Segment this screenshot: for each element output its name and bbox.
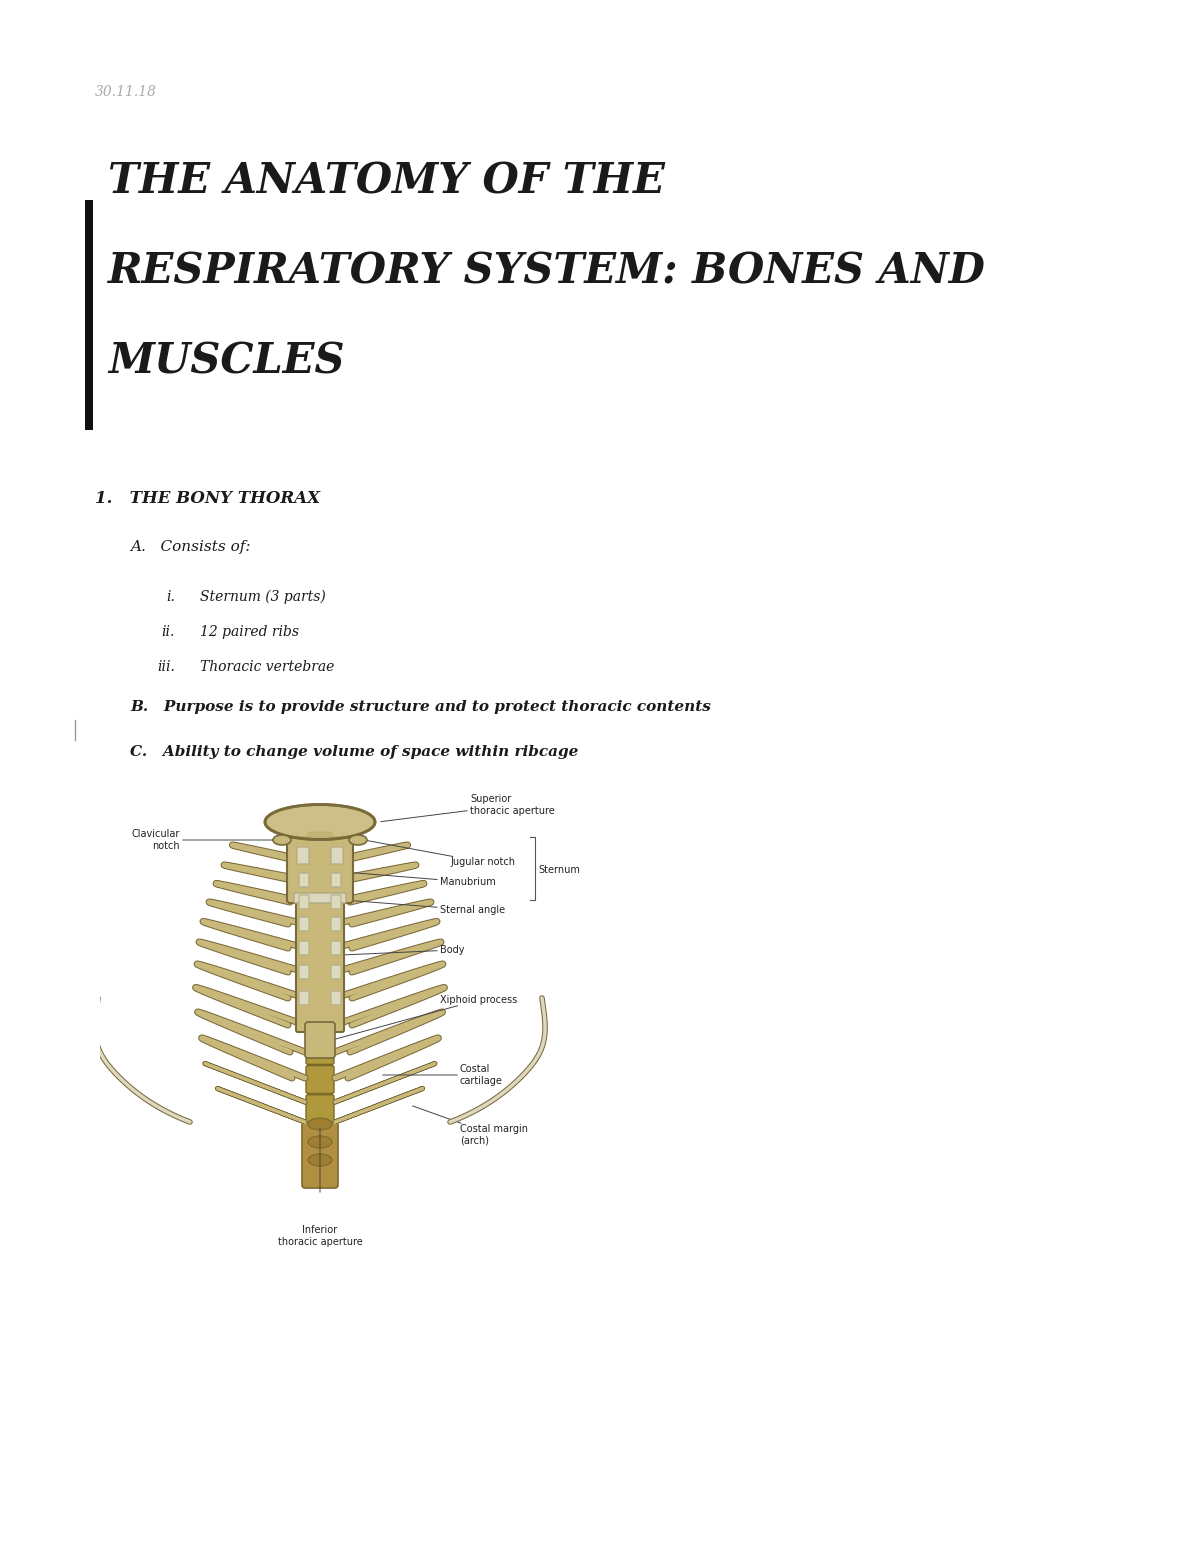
- FancyBboxPatch shape: [331, 873, 341, 887]
- FancyBboxPatch shape: [308, 832, 332, 860]
- Ellipse shape: [274, 836, 292, 845]
- Text: Body: Body: [344, 944, 464, 955]
- FancyBboxPatch shape: [331, 964, 341, 978]
- Ellipse shape: [265, 804, 374, 840]
- FancyBboxPatch shape: [299, 916, 310, 930]
- Text: Sternum (3 parts): Sternum (3 parts): [200, 590, 325, 604]
- FancyBboxPatch shape: [304, 1124, 336, 1152]
- FancyBboxPatch shape: [306, 1008, 334, 1036]
- Text: Clavicular
notch: Clavicular notch: [132, 829, 280, 851]
- Text: i.: i.: [166, 590, 175, 604]
- Bar: [85, 200, 94, 430]
- Text: Jugular notch: Jugular notch: [350, 837, 515, 867]
- FancyBboxPatch shape: [331, 916, 341, 930]
- Text: ii.: ii.: [162, 624, 175, 638]
- Ellipse shape: [349, 836, 367, 845]
- Text: C.   Ability to change volume of space within ribcage: C. Ability to change volume of space wit…: [130, 745, 578, 759]
- Text: Costal
cartilage: Costal cartilage: [383, 1064, 503, 1086]
- FancyBboxPatch shape: [331, 895, 341, 909]
- FancyBboxPatch shape: [331, 991, 341, 1005]
- Text: THE ANATOMY OF THE: THE ANATOMY OF THE: [108, 160, 665, 202]
- FancyBboxPatch shape: [299, 895, 310, 909]
- Text: Thoracic vertebrae: Thoracic vertebrae: [200, 660, 335, 674]
- FancyBboxPatch shape: [294, 893, 346, 902]
- Ellipse shape: [308, 1154, 332, 1166]
- Text: Sternal angle: Sternal angle: [347, 901, 505, 915]
- Text: iii.: iii.: [157, 660, 175, 674]
- FancyBboxPatch shape: [306, 919, 334, 947]
- FancyBboxPatch shape: [298, 846, 310, 863]
- Text: RESPIRATORY SYSTEM: BONES AND: RESPIRATORY SYSTEM: BONES AND: [108, 250, 986, 292]
- FancyBboxPatch shape: [306, 1065, 334, 1093]
- FancyBboxPatch shape: [306, 1095, 334, 1123]
- FancyBboxPatch shape: [302, 1121, 338, 1188]
- FancyBboxPatch shape: [299, 873, 310, 887]
- Text: Sternum: Sternum: [538, 865, 580, 874]
- FancyBboxPatch shape: [331, 941, 341, 955]
- Ellipse shape: [308, 1135, 332, 1148]
- FancyBboxPatch shape: [287, 837, 353, 902]
- Text: 12 paired ribs: 12 paired ribs: [200, 624, 299, 638]
- Text: Xiphoid process: Xiphoid process: [335, 995, 517, 1039]
- FancyBboxPatch shape: [299, 964, 310, 978]
- Ellipse shape: [308, 1118, 332, 1131]
- FancyBboxPatch shape: [306, 978, 334, 1006]
- Text: Manubrium: Manubrium: [347, 873, 496, 887]
- FancyBboxPatch shape: [304, 1152, 336, 1180]
- Text: 30.11.18: 30.11.18: [95, 85, 157, 99]
- Text: Costal margin
(arch): Costal margin (arch): [413, 1106, 528, 1146]
- FancyBboxPatch shape: [299, 991, 310, 1005]
- FancyBboxPatch shape: [305, 1022, 335, 1058]
- FancyBboxPatch shape: [296, 901, 344, 1033]
- FancyBboxPatch shape: [306, 1036, 334, 1064]
- Text: MUSCLES: MUSCLES: [108, 340, 344, 382]
- Text: B.   Purpose is to provide structure and to protect thoracic contents: B. Purpose is to provide structure and t…: [130, 700, 710, 714]
- Text: 1.   THE BONY THORAX: 1. THE BONY THORAX: [95, 491, 320, 506]
- FancyBboxPatch shape: [306, 949, 334, 977]
- Text: Inferior
thoracic aperture: Inferior thoracic aperture: [277, 1225, 362, 1247]
- FancyBboxPatch shape: [306, 890, 334, 918]
- FancyBboxPatch shape: [331, 846, 343, 863]
- FancyBboxPatch shape: [299, 941, 310, 955]
- Text: Superior
thoracic aperture: Superior thoracic aperture: [380, 794, 554, 822]
- FancyBboxPatch shape: [308, 862, 332, 890]
- Text: A.   Consists of:: A. Consists of:: [130, 540, 251, 554]
